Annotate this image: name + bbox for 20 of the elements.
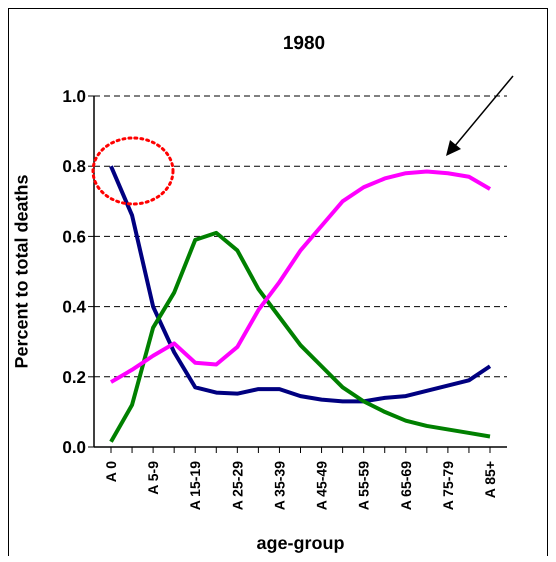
x-tick-label: A 35-39 — [271, 460, 288, 510]
x-axis-title: age-group — [256, 533, 344, 553]
x-tick-label: A 5-9 — [145, 460, 162, 495]
chart-title: 1980 — [282, 33, 326, 55]
x-tick-label: A 85+ — [482, 461, 498, 498]
y-tick-label: 1.0 — [62, 87, 86, 106]
x-tick-label: A 0 — [103, 460, 119, 482]
y-axis-title: Percent to total deaths — [11, 174, 32, 369]
y-tick-label: 0.8 — [62, 157, 86, 176]
x-tick-label: A 55-59 — [356, 460, 372, 510]
x-tick-label: A 65-69 — [398, 460, 414, 510]
x-tick-label: A 45-49 — [314, 460, 330, 510]
x-tick-label: A 75-79 — [440, 460, 456, 510]
y-tick-label: 0.4 — [62, 298, 87, 317]
y-tick-label: 0.6 — [62, 227, 86, 246]
y-tick-label: 0.0 — [62, 438, 86, 458]
x-tick-label: A 15-19 — [187, 460, 204, 510]
line-series — [109, 230, 492, 444]
x-tick-label: A 25-29 — [229, 460, 246, 510]
y-tick-label: 0.2 — [62, 368, 86, 387]
